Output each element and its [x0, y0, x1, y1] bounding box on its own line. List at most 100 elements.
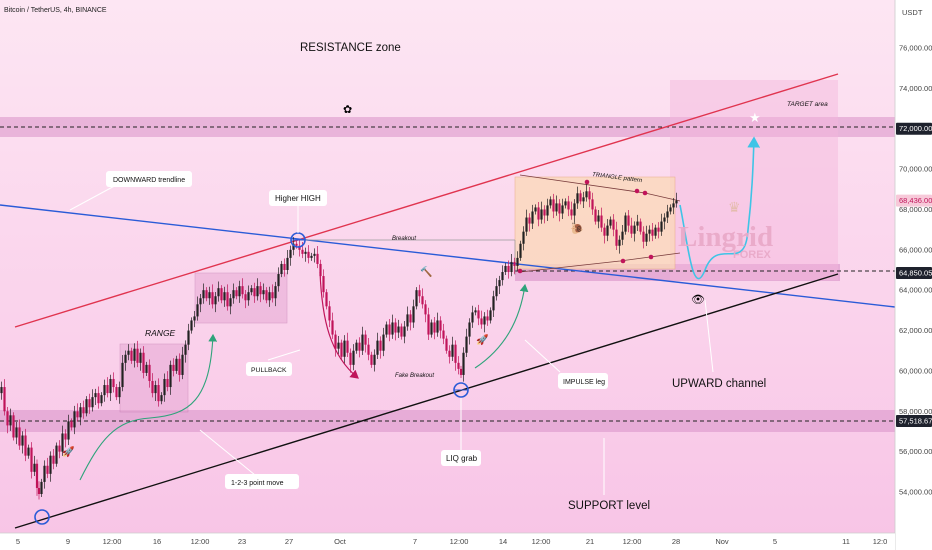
resistance-zone-band	[0, 117, 895, 137]
y-tick-label: 74,000.00	[899, 84, 932, 93]
rocket-icon: 🚀	[476, 333, 489, 346]
candle-body	[145, 364, 148, 373]
watermark-sub: FOREX	[733, 249, 772, 261]
candle-body	[400, 326, 403, 337]
candle-body	[436, 320, 439, 333]
candle-body	[600, 215, 603, 228]
candle-body	[208, 292, 211, 299]
time-axis[interactable]	[0, 533, 895, 550]
candle-body	[573, 203, 576, 216]
leader-downward	[69, 182, 121, 211]
candle-body	[654, 227, 657, 236]
y-tick-label: 62,000.00	[899, 326, 932, 335]
candle-body	[471, 312, 474, 323]
candle-body	[474, 310, 477, 313]
x-tick-label: 5	[773, 537, 777, 546]
candle-body	[21, 435, 24, 446]
candle-body	[103, 385, 106, 396]
candle-body	[561, 205, 564, 214]
x-tick-label: 12:00	[623, 537, 642, 546]
svg-text:57,518.67: 57,518.67	[899, 416, 932, 425]
candle-body	[307, 251, 310, 258]
leader-pullback	[267, 349, 301, 361]
candle-body	[256, 286, 259, 297]
candle-body	[391, 322, 394, 335]
candle-body	[331, 320, 334, 335]
candle-body	[64, 433, 67, 440]
candle-body	[334, 334, 337, 349]
x-tick-label: Nov	[715, 537, 729, 546]
fake-breakout-label: Fake Breakout	[395, 373, 434, 379]
star-icon: ★	[749, 110, 761, 125]
callout-point-move: 1-2-3 point move	[225, 474, 299, 489]
upward-channel-label: UPWARD channel	[672, 378, 766, 390]
candle-body	[52, 455, 55, 464]
candle-body	[388, 324, 391, 335]
candle-body	[385, 324, 388, 335]
candle-body	[109, 378, 112, 394]
y-tick-label: 76,000.00	[899, 44, 932, 53]
candle-body	[498, 280, 501, 287]
candle-body	[537, 207, 540, 220]
candle-body	[24, 435, 27, 456]
rocket-icon: 🚀	[62, 445, 75, 458]
candle-body	[211, 292, 214, 305]
candle-body	[588, 191, 591, 200]
candle-body	[522, 231, 525, 244]
candle-body	[166, 378, 169, 388]
svg-text:68,436.00: 68,436.00	[899, 196, 932, 205]
candle-body	[112, 378, 115, 388]
candle-body	[495, 286, 498, 297]
candle-body	[427, 314, 430, 335]
candle-body	[298, 245, 301, 250]
x-tick-label: 12:00	[103, 537, 122, 546]
candle-body	[570, 209, 573, 216]
candle-body	[507, 265, 510, 273]
candle-body	[325, 292, 328, 307]
svg-text:PULLBACK: PULLBACK	[251, 367, 287, 374]
candle-body	[262, 290, 265, 295]
candle-body	[675, 200, 678, 204]
x-tick-label: 23	[238, 537, 246, 546]
x-tick-label: Oct	[334, 537, 347, 546]
candle-body	[100, 395, 103, 404]
low-marker	[34, 509, 50, 525]
candle-body	[205, 290, 208, 299]
candle-body	[645, 233, 648, 242]
candle-body	[552, 199, 555, 212]
candle-body	[448, 350, 451, 357]
candle-body	[235, 290, 238, 297]
candle-body	[591, 199, 594, 210]
triangle-dots	[517, 179, 654, 274]
candle-body	[49, 455, 52, 474]
candle-body	[516, 257, 519, 266]
candle-body	[397, 326, 400, 333]
candle-body	[223, 292, 226, 301]
range-label: RANGE	[145, 328, 176, 338]
candle-body	[636, 221, 639, 226]
candle-body	[244, 294, 247, 301]
candle-body	[319, 263, 322, 277]
x-tick-label: 5	[16, 537, 20, 546]
candle-body	[666, 211, 669, 218]
candle-body	[286, 257, 289, 270]
candle-body	[352, 350, 355, 365]
candle-body	[358, 342, 361, 351]
candle-body	[462, 352, 465, 375]
leader-point-move	[199, 429, 256, 476]
candle-body	[489, 310, 492, 321]
candle-body	[657, 227, 660, 232]
candle-body	[9, 415, 12, 426]
impulse-arrow	[474, 283, 529, 369]
candle-body	[585, 191, 588, 198]
candle-body	[457, 362, 460, 369]
y-tick-label: 70,000.00	[899, 165, 932, 174]
candle-body	[615, 229, 618, 246]
candle-body	[91, 397, 94, 408]
price-tag: 72,000.00	[896, 122, 932, 135]
breakout-label: Breakout	[392, 236, 416, 242]
candle-body	[379, 340, 382, 351]
range-box-1	[119, 343, 189, 413]
support-line	[14, 273, 839, 529]
